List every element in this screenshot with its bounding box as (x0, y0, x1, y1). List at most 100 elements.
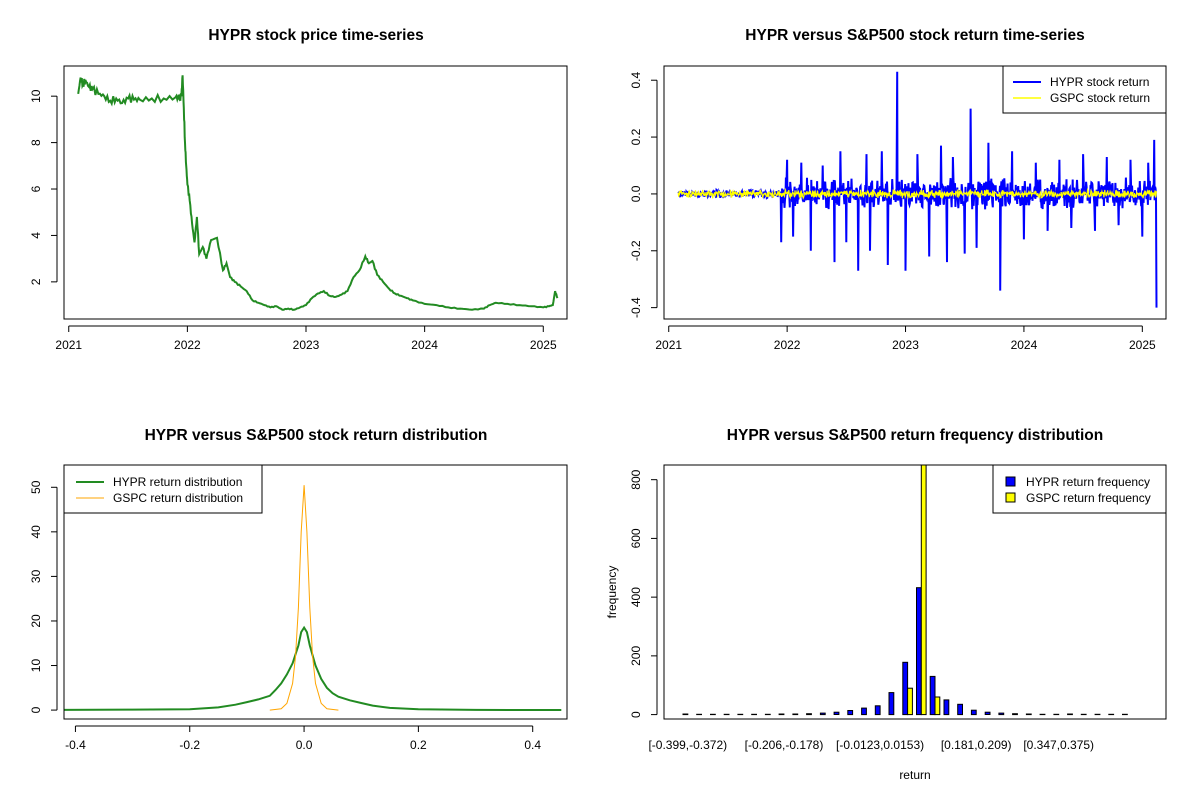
hypr-frequency-bar (792, 713, 799, 716)
returns-x-tick-label: 2025 (1129, 338, 1156, 352)
frequency-y-tick-label: 200 (629, 646, 643, 666)
density-legend: HYPR return distribution GSPC return dis… (63, 464, 263, 514)
price-x-tick-label: 2022 (174, 338, 201, 352)
returns-x-tick-label: 2023 (892, 338, 919, 352)
frequency-y-tick-label: 600 (629, 528, 643, 548)
density-x-tick-label: 0.0 (296, 738, 313, 752)
hypr-frequency-bar (1025, 713, 1032, 716)
price-axes: 2021 2022 2023 2024 2025 2 4 6 8 10 (29, 89, 557, 352)
density-y-tick-label: 50 (29, 480, 43, 494)
frequency-y-tick-label: 0 (629, 711, 643, 718)
density-line-area (64, 485, 562, 711)
price-chart-title: HYPR stock price time-series (208, 27, 423, 44)
frequency-legend-gspc-swatch (1005, 492, 1016, 503)
gspc-frequency-bar (934, 696, 941, 716)
price-series-line (77, 75, 559, 311)
frequency-category-tick-label: [0.347,0.375) (1023, 738, 1094, 752)
returns-plot-frame (663, 65, 1167, 320)
frequency-category-tick-label: [-0.206,-0.178) (745, 738, 824, 752)
frequency-legend-hypr-swatch (1005, 476, 1016, 487)
gspc-frequency-bar (907, 687, 913, 716)
returns-y-tick-label: 0.0 (629, 185, 643, 202)
hypr-frequency-bar (682, 713, 689, 716)
density-y-tick-label: 20 (29, 614, 43, 628)
hypr-frequency-bar (806, 713, 812, 716)
frequency-legend: HYPR return frequency GSPC return freque… (992, 464, 1167, 514)
price-x-tick-label: 2024 (411, 338, 438, 352)
density-x-tick-label: -0.4 (65, 738, 86, 752)
frequency-y-axis-label: frequency (605, 566, 619, 619)
hypr-frequency-bar (833, 711, 840, 716)
density-x-tick-label: 0.2 (410, 738, 427, 752)
hypr-frequency-bar (819, 712, 826, 716)
price-x-tick-label: 2021 (55, 338, 82, 352)
frequency-legend-box (992, 464, 1167, 514)
returns-line-area (677, 71, 1158, 308)
returns-y-tick-label: 0.4 (629, 72, 643, 89)
returns-legend-hypr-label: HYPR stock return (1050, 75, 1149, 89)
density-axes: -0.4 -0.2 0.0 0.2 0.4 0 10 20 30 40 50 (29, 480, 541, 752)
hypr-frequency-bar (943, 699, 950, 716)
frequency-bar-area (682, 465, 1128, 716)
price-panel: HYPR stock price time-series 2021 2022 202… (29, 27, 568, 352)
returns-y-tick-label: -0.2 (629, 240, 643, 261)
frequency-y-tick-label: 400 (629, 587, 643, 607)
density-legend-box (63, 464, 263, 514)
price-y-tick-label: 8 (29, 139, 43, 146)
returns-legend-box (1002, 65, 1167, 114)
density-legend-gspc-label: GSPC return distribution (113, 491, 243, 505)
price-y-tick-label: 4 (29, 232, 43, 239)
hypr-frequency-bar (984, 711, 991, 716)
density-plot-frame (63, 464, 568, 720)
frequency-category-tick-label: [-0.399,-0.372) (648, 738, 727, 752)
hypr-frequency-bar (916, 587, 922, 716)
returns-x-tick-label: 2024 (1011, 338, 1038, 352)
price-y-tick-label: 10 (29, 89, 43, 103)
returns-x-tick-label: 2022 (774, 338, 801, 352)
frequency-axes: 0 200 400 600 800 [-0.399,-0.372) [-0.206,-0.1… (629, 469, 1094, 752)
hypr-frequency-bar (970, 709, 977, 716)
density-panel: HYPR versus S&P500 stock return distribu… (29, 427, 568, 752)
frequency-panel: HYPR versus S&P500 return frequency dist… (605, 427, 1167, 782)
frequency-x-axis-label: return (899, 768, 930, 782)
frequency-plot-frame (663, 464, 1167, 720)
hypr-frequency-bar (861, 707, 867, 716)
hypr-frequency-bar (847, 710, 854, 716)
hypr-frequency-bar (1012, 713, 1018, 716)
price-x-tick-label: 2025 (530, 338, 557, 352)
returns-panel: HYPR versus S&P500 stock return time-ser… (629, 27, 1167, 352)
density-chart-title: HYPR versus S&P500 stock return distribu… (145, 427, 488, 444)
returns-legend: HYPR stock return GSPC stock return (1002, 65, 1167, 114)
density-y-tick-label: 0 (29, 706, 43, 713)
returns-y-tick-label: 0.2 (629, 128, 643, 145)
density-y-tick-label: 10 (29, 659, 43, 673)
price-plot-frame (63, 65, 568, 320)
hypr-frequency-bar (929, 675, 936, 716)
gspc-return-series-line (677, 187, 1158, 200)
hypr-frequency-bar (957, 703, 964, 716)
returns-x-tick-label: 2021 (655, 338, 682, 352)
hypr-frequency-bar (874, 705, 881, 716)
hypr-frequency-bar (778, 713, 785, 716)
frequency-category-tick-label: [0.181,0.209) (941, 738, 1012, 752)
density-y-tick-label: 30 (29, 569, 43, 583)
density-legend-hypr-label: HYPR return distribution (113, 475, 242, 489)
frequency-legend-gspc-label: GSPC return frequency (1026, 491, 1151, 505)
density-x-tick-label: 0.4 (524, 738, 541, 752)
frequency-chart-title: HYPR versus S&P500 return frequency dist… (727, 427, 1103, 444)
returns-chart-title: HYPR versus S&P500 stock return time-ser… (745, 27, 1084, 44)
price-y-tick-label: 2 (29, 278, 43, 285)
frequency-legend-hypr-label: HYPR return frequency (1026, 475, 1150, 489)
hypr-frequency-bar (902, 661, 909, 716)
hypr-density-line (64, 625, 562, 711)
price-x-tick-label: 2023 (293, 338, 320, 352)
price-line-area (77, 75, 559, 311)
gspc-density-line (269, 485, 339, 711)
returns-y-tick-label: -0.4 (629, 297, 643, 318)
hypr-frequency-bar (888, 692, 895, 716)
density-x-tick-label: -0.2 (179, 738, 200, 752)
returns-axes: 2021 2022 2023 2024 2025 -0.4 -0.2 0.0 0.2 0.4 (629, 72, 1156, 352)
density-y-tick-label: 40 (29, 525, 43, 539)
price-y-tick-label: 6 (29, 185, 43, 192)
